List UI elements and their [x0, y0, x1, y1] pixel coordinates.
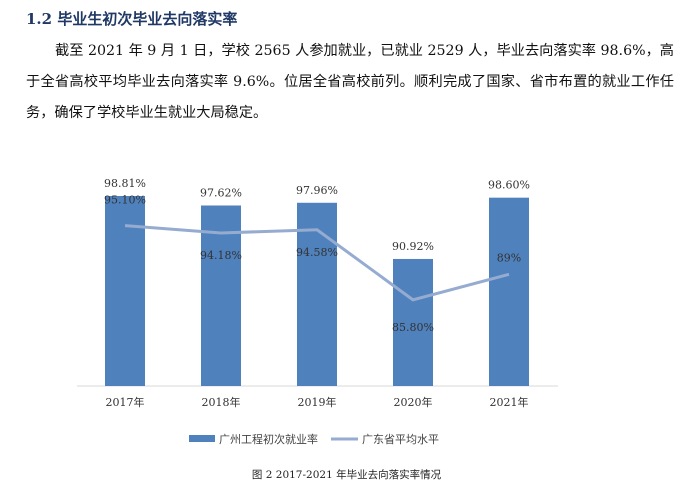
line-label: 95.10%: [104, 194, 146, 207]
x-tick-label: 2019年: [298, 395, 337, 409]
section-heading: 1.2 毕业生初次毕业去向落实率: [26, 10, 238, 28]
bar-2020年: [393, 258, 433, 386]
bar-label: 90.92%: [392, 240, 434, 253]
x-tick-label: 2020年: [394, 395, 433, 409]
body-paragraph: 截至 2021 年 9 月 1 日，学校 2565 人参加就业，已就业 2529…: [26, 43, 674, 121]
legend-bar-label: 广州工程初次就业率: [219, 432, 318, 446]
chart: 98.81% 2017年 97.62% 2018年 97.96% 2019年 90.92% 2…: [77, 177, 558, 446]
bar-label: 97.62%: [200, 186, 242, 199]
bar-2018年: [201, 205, 241, 386]
legend-line-label: 广东省平均水平: [362, 433, 439, 446]
line-label: 94.58%: [296, 246, 338, 259]
line-label: 89%: [497, 251, 521, 264]
bar-2017年: [105, 195, 145, 386]
bar-label: 97.96%: [296, 184, 338, 197]
figure-caption: 图 2 2017-2021 年毕业去向落实率情况: [251, 469, 442, 481]
legend-bar-swatch: [189, 435, 215, 442]
x-tick-label: 2017年: [106, 395, 145, 409]
line-label: 94.18%: [200, 249, 242, 262]
bar-label: 98.81%: [104, 177, 146, 190]
bar-2021年: [489, 197, 529, 386]
x-tick-label: 2021年: [490, 395, 529, 409]
line-label: 85.80%: [392, 321, 434, 334]
bar-label: 98.60%: [488, 179, 530, 192]
x-tick-label: 2018年: [202, 395, 241, 409]
bar-2019年: [297, 202, 337, 386]
